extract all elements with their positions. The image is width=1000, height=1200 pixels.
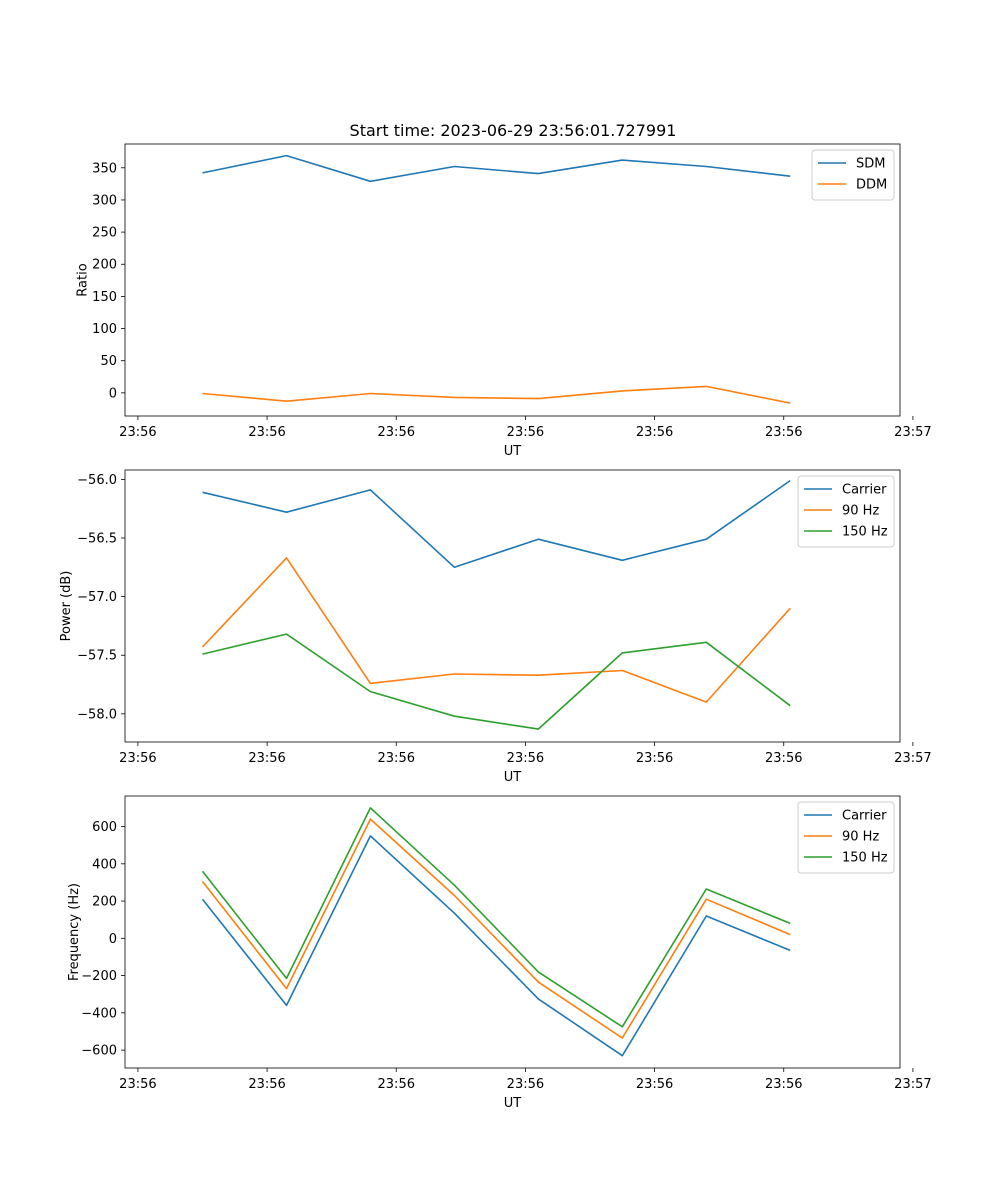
x-tick-label: 23:56	[248, 1077, 285, 1092]
subplot-1: 23:56 23:56 23:56 23:56 23:56 23:56 23:57 0 50 10…	[75, 143, 932, 459]
y-tick-label: 0	[109, 386, 117, 401]
y-tick-label: −56.5	[77, 532, 117, 547]
x-axis-label: UT	[504, 770, 522, 785]
y-axis-label: Frequency (Hz)	[67, 883, 82, 981]
x-tick-label: 23:56	[636, 751, 673, 766]
x-axis-label: UT	[504, 444, 522, 459]
y-tick-label: 350	[92, 161, 117, 176]
legend-box	[797, 801, 895, 874]
subplots: 23:56 23:56 23:56 23:56 23:56 23:56 23:57 0 50 10…	[59, 143, 932, 1111]
x-tick-label: 23:56	[765, 1077, 802, 1092]
legend: Carrier 90 Hz 150 Hz	[797, 801, 895, 874]
x-tick-label: 23:57	[894, 425, 931, 440]
x-tick-label: 23:56	[378, 1077, 415, 1092]
y-tick-label: −200	[81, 969, 117, 984]
x-tick-label: 23:56	[378, 751, 415, 766]
y-tick-label: 0	[109, 932, 117, 947]
x-tick-label: 23:56	[248, 751, 285, 766]
legend-label: Carrier	[842, 809, 887, 824]
y-tick-label: 100	[92, 322, 117, 337]
x-tick-label: 23:56	[507, 1077, 544, 1092]
legend: SDM DDM	[811, 149, 895, 201]
x-tick-label: 23:56	[119, 751, 156, 766]
subplot-2: 23:56 23:56 23:56 23:56 23:56 23:56 23:57 −58.0…	[59, 469, 932, 785]
y-axis-label: Power (dB)	[59, 571, 74, 642]
legend: Carrier 90 Hz 150 Hz	[797, 475, 895, 548]
axes-frame	[124, 143, 901, 417]
x-tick-label: 23:57	[894, 1077, 931, 1092]
legend-label: 90 Hz	[842, 830, 879, 845]
legend-label: 150 Hz	[842, 525, 888, 540]
x-tick-label: 23:57	[894, 751, 931, 766]
x-tick-label: 23:56	[119, 425, 156, 440]
y-axis-label: Ratio	[75, 263, 90, 296]
x-tick-label: 23:56	[507, 751, 544, 766]
series-line-carrier	[202, 479, 791, 569]
y-tick-label: 300	[92, 193, 117, 208]
y-tick-label: 200	[92, 258, 117, 273]
y-tick-label: 200	[92, 895, 117, 910]
series-line-150-hz	[202, 633, 791, 730]
x-axis-label: UT	[504, 1096, 522, 1111]
figure-title: Start time: 2023-06-29 23:56:01.727991	[350, 121, 677, 140]
y-tick-label: −400	[81, 1006, 117, 1021]
y-tick-label: −57.0	[77, 590, 117, 605]
y-tick-label: 400	[92, 857, 117, 872]
y-tick-label: −57.5	[77, 649, 117, 664]
y-tick-label: 600	[92, 820, 117, 835]
series-line-carrier	[201, 835, 791, 1057]
legend-label: DDM	[856, 178, 887, 193]
y-tick-label: −56.0	[77, 473, 117, 488]
subplot-3: 23:56 23:56 23:56 23:56 23:56 23:56 23:57 −600 −…	[67, 795, 932, 1111]
x-tick-label: 23:56	[119, 1077, 156, 1092]
series-line-150-hz	[201, 807, 791, 1028]
y-tick-label: −58.0	[77, 707, 117, 722]
legend-label: Carrier	[842, 483, 887, 498]
legend-label: SDM	[856, 157, 885, 172]
x-tick-label: 23:56	[765, 425, 802, 440]
y-tick-label: 50	[100, 354, 117, 369]
legend-label: 90 Hz	[842, 504, 879, 519]
x-tick-label: 23:56	[636, 1077, 673, 1092]
series-line-sdm	[202, 154, 791, 183]
legend-label: 150 Hz	[842, 851, 888, 866]
y-tick-label: 250	[92, 226, 117, 241]
x-tick-label: 23:56	[248, 425, 285, 440]
x-tick-label: 23:56	[636, 425, 673, 440]
y-tick-label: −600	[81, 1044, 117, 1059]
axes-frame	[124, 469, 901, 743]
x-tick-label: 23:56	[507, 425, 544, 440]
axes-frame	[124, 795, 901, 1069]
legend-box	[797, 475, 895, 548]
series-line-90-hz	[201, 818, 791, 1039]
y-tick-label: 150	[92, 290, 117, 305]
x-tick-label: 23:56	[378, 425, 415, 440]
x-tick-label: 23:56	[765, 751, 802, 766]
series-line-ddm	[202, 385, 791, 404]
series-line-90-hz	[201, 557, 791, 703]
